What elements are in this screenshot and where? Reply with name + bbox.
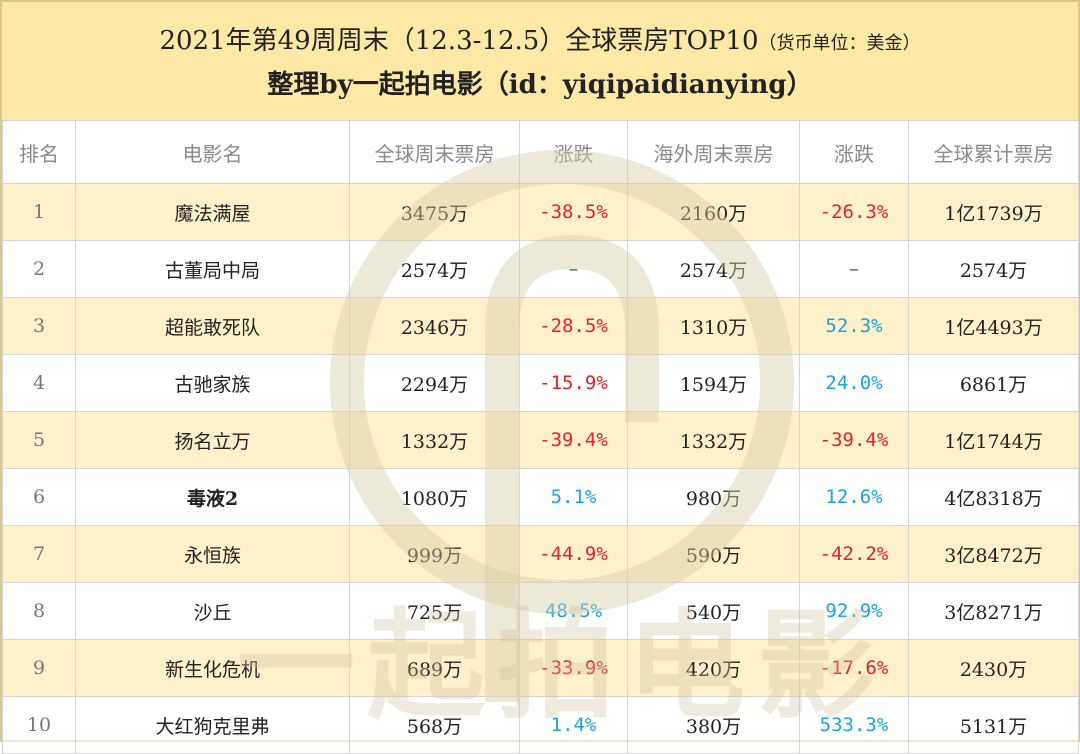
column-header-overseas-change: 涨跌 [799, 120, 909, 184]
table-row: 10 大红狗克里弗 568万 1.4% 380万 533.3% 5131万 [2, 696, 1079, 754]
overseas-weekend-cell: 380万 [627, 696, 800, 754]
rank-cell: 3 [2, 297, 76, 355]
overseas-change-cell: -42.2% [799, 525, 909, 583]
movie-title-cell: 新生化危机 [75, 639, 350, 697]
overseas-change-cell: 12.6% [799, 468, 909, 526]
overseas-change-cell: -17.6% [799, 639, 909, 697]
cumulative-cell: 1亿4493万 [908, 297, 1079, 355]
rank-cell: 6 [2, 468, 76, 526]
overseas-weekend-cell: 1310万 [627, 297, 800, 355]
global-weekend-cell: 3475万 [349, 183, 520, 241]
table-row: 8 沙丘 725万 48.5% 540万 92.9% 3亿8271万 [2, 582, 1079, 640]
table-row: 5 扬名立万 1332万 -39.4% 1332万 -39.4% 1亿1744万 [2, 411, 1079, 469]
global-weekend-cell: 1080万 [349, 468, 520, 526]
overseas-change-cell: – [799, 240, 909, 298]
table-row: 4 古驰家族 2294万 -15.9% 1594万 24.0% 6861万 [2, 354, 1079, 412]
cumulative-cell: 2430万 [908, 639, 1079, 697]
rank-cell: 5 [2, 411, 76, 469]
page-title: 2021年第49周周末（12.3-12.5）全球票房TOP10（货币单位：美金） [2, 20, 1078, 57]
movie-title-cell: 超能敢死队 [75, 297, 350, 355]
global-change-cell: -28.5% [519, 297, 628, 355]
overseas-weekend-cell: 1594万 [627, 354, 800, 412]
rank-cell: 8 [2, 582, 76, 640]
column-header-global-change: 涨跌 [519, 120, 628, 184]
global-change-cell: – [519, 240, 628, 298]
global-change-cell: 1.4% [519, 696, 628, 754]
overseas-change-cell: 24.0% [799, 354, 909, 412]
overseas-change-cell: -26.3% [799, 183, 909, 241]
table-row: 7 永恒族 999万 -44.9% 590万 -42.2% 3亿8472万 [2, 525, 1079, 583]
movie-title-cell: 古董局中局 [75, 240, 350, 298]
movie-title-cell: 沙丘 [75, 582, 350, 640]
global-change-cell: -15.9% [519, 354, 628, 412]
ranking-table: 排名 电影名 全球周末票房 涨跌 海外周末票房 涨跌 全球累计票房 1 魔法满屋 3… [2, 120, 1079, 754]
table-row: 3 超能敢死队 2346万 -28.5% 1310万 52.3% 1亿4493万 [2, 297, 1079, 355]
global-weekend-cell: 2346万 [349, 297, 520, 355]
global-change-cell: 5.1% [519, 468, 628, 526]
global-weekend-cell: 568万 [349, 696, 520, 754]
cumulative-cell: 1亿1739万 [908, 183, 1079, 241]
rank-cell: 10 [2, 696, 76, 754]
column-header-title: 电影名 [75, 120, 350, 184]
global-change-cell: -39.4% [519, 411, 628, 469]
global-weekend-cell: 1332万 [349, 411, 520, 469]
overseas-weekend-cell: 590万 [627, 525, 800, 583]
overseas-weekend-cell: 980万 [627, 468, 800, 526]
movie-title-cell: 永恒族 [75, 525, 350, 583]
movie-title-cell: 古驰家族 [75, 354, 350, 412]
table-row: 6 毒液2 1080万 5.1% 980万 12.6% 4亿8318万 [2, 468, 1079, 526]
movie-title-cell: 魔法满屋 [75, 183, 350, 241]
overseas-change-cell: 533.3% [799, 696, 909, 754]
column-header-cumulative: 全球累计票房 [908, 120, 1079, 184]
cumulative-cell: 2574万 [908, 240, 1079, 298]
cumulative-cell: 1亿1744万 [908, 411, 1079, 469]
overseas-weekend-cell: 2574万 [627, 240, 800, 298]
global-weekend-cell: 725万 [349, 582, 520, 640]
cumulative-cell: 3亿8472万 [908, 525, 1079, 583]
overseas-change-cell: 52.3% [799, 297, 909, 355]
global-weekend-cell: 689万 [349, 639, 520, 697]
rank-cell: 2 [2, 240, 76, 298]
global-change-cell: -38.5% [519, 183, 628, 241]
overseas-change-cell: 92.9% [799, 582, 909, 640]
overseas-weekend-cell: 420万 [627, 639, 800, 697]
movie-title-cell: 大红狗克里弗 [75, 696, 350, 754]
rank-cell: 7 [2, 525, 76, 583]
table-row: 9 新生化危机 689万 -33.9% 420万 -17.6% 2430万 [2, 639, 1079, 697]
global-weekend-cell: 999万 [349, 525, 520, 583]
global-weekend-cell: 2294万 [349, 354, 520, 412]
title-banner: 2021年第49周周末（12.3-12.5）全球票房TOP10（货币单位：美金）… [2, 2, 1078, 121]
column-header-overseas-weekend: 海外周末票房 [627, 120, 800, 184]
movie-title-cell: 扬名立万 [75, 411, 350, 469]
page-subtitle: 整理by一起拍电影（id：yiqipaidianying） [267, 70, 813, 100]
global-change-cell: -44.9% [519, 525, 628, 583]
global-change-cell: -33.9% [519, 639, 628, 697]
cumulative-cell: 5131万 [908, 696, 1079, 754]
currency-unit-note: （货币单位：美金） [758, 33, 921, 54]
overseas-change-cell: -39.4% [799, 411, 909, 469]
cumulative-cell: 6861万 [908, 354, 1079, 412]
rank-cell: 1 [2, 183, 76, 241]
rank-cell: 4 [2, 354, 76, 412]
table-body: 1 魔法满屋 3475万 -38.5% 2160万 -26.3% 1亿1739万 2 古董局中局… [2, 183, 1079, 754]
table-row: 1 魔法满屋 3475万 -38.5% 2160万 -26.3% 1亿1739万 [2, 183, 1079, 241]
column-header-global-weekend: 全球周末票房 [349, 120, 520, 184]
table-row: 2 古董局中局 2574万 –2574万 –2574万 [2, 240, 1079, 298]
column-header-rank: 排名 [2, 120, 76, 184]
table-header-row: 排名 电影名 全球周末票房 涨跌 海外周末票房 涨跌 全球累计票房 [2, 120, 1079, 184]
global-change-cell: 48.5% [519, 582, 628, 640]
movie-title-cell: 毒液2 [75, 468, 350, 526]
title-main: 2021年第49周周末（12.3-12.5）全球票房TOP10 [159, 26, 759, 56]
cumulative-cell: 3亿8271万 [908, 582, 1079, 640]
overseas-weekend-cell: 1332万 [627, 411, 800, 469]
overseas-weekend-cell: 540万 [627, 582, 800, 640]
rank-cell: 9 [2, 639, 76, 697]
global-weekend-cell: 2574万 [349, 240, 520, 298]
cumulative-cell: 4亿8318万 [908, 468, 1079, 526]
overseas-weekend-cell: 2160万 [627, 183, 800, 241]
